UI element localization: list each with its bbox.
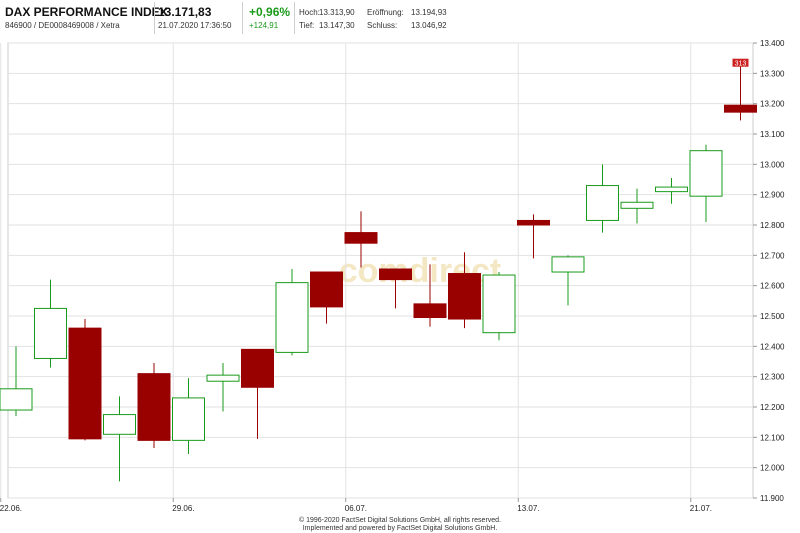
candle-body-up — [689, 150, 723, 197]
candle-body-down — [517, 219, 550, 226]
x-tick-label: 22.06. — [0, 504, 22, 513]
quote-datetime: 21.07.2020 17:36:50 — [158, 21, 232, 30]
candle-body-down — [241, 348, 274, 388]
close-value: 13.046,92 — [411, 21, 447, 30]
y-axis-ticks: 11.900 12.000 12.100 12.200 12.300 12.400 12.5… — [753, 39, 785, 503]
header-divider — [242, 2, 243, 34]
close-label: Schluss: — [367, 21, 398, 30]
y-tick-label: 12.200 — [760, 403, 785, 412]
x-axis-ticks: 22.06. 29.06. 06.07. 13.07. 21.07. — [0, 498, 712, 513]
last-value-marker — [732, 58, 749, 67]
powered-by-line: Implemented and powered by FactSet Digit… — [302, 525, 498, 532]
y-tick-label: 13.300 — [760, 69, 785, 78]
grid-lines — [0, 42, 754, 499]
candle-body-up — [551, 256, 585, 273]
high-label: Hoch: — [299, 8, 320, 17]
y-tick-label: 12.400 — [760, 342, 785, 351]
candle-body-down — [344, 232, 378, 244]
candle-body-up — [620, 201, 654, 209]
low-label: Tief: — [299, 21, 315, 30]
open-value: 13.194,93 — [411, 8, 447, 17]
y-tick-label: 12.900 — [760, 191, 785, 200]
instrument-info: DAX PERFORMANCE INDEX 846900 / DE0008469… — [0, 0, 168, 36]
open-label: Eröffnung: — [367, 8, 404, 17]
copyright-line: © 1996-2020 FactSet Digital Solutions Gm… — [298, 517, 502, 524]
y-tick-label: 13.200 — [760, 100, 785, 109]
y-tick-label: 13.100 — [760, 130, 785, 139]
last-price-cell: 13.171,83 21.07.2020 17:36:50 — [155, 0, 239, 36]
candle-body-up — [655, 186, 688, 193]
candle-body-down — [68, 327, 102, 440]
range-cell: Hoch: 13.313,90 Eröffnung: 13.194,93 Tie… — [295, 0, 455, 36]
y-tick-label: 12.800 — [760, 221, 785, 230]
candle-body-down — [310, 271, 343, 308]
candle-body-up — [34, 307, 67, 359]
candle-body-up — [103, 414, 136, 435]
y-tick-label: 12.100 — [760, 433, 785, 442]
candle-body-down — [379, 268, 412, 281]
candle-body-up — [586, 185, 619, 221]
last-price: 13.171,83 — [158, 5, 212, 19]
change-percent: +0,96% — [249, 5, 291, 19]
candle-body-down — [413, 303, 447, 319]
x-tick-label: 21.07. — [690, 504, 712, 513]
x-tick-label: 29.06. — [172, 504, 194, 513]
candle-body-up — [482, 274, 516, 334]
y-tick-label: 12.500 — [760, 312, 785, 321]
low-value: 13.147,30 — [319, 21, 355, 30]
x-tick-label: 13.07. — [517, 504, 539, 513]
y-tick-label: 12.300 — [760, 373, 785, 382]
candle-body-up — [172, 397, 205, 441]
candle-body-down — [137, 373, 171, 441]
last-value-marker-label: 313 — [735, 61, 747, 68]
y-tick-label: 11.900 — [760, 494, 784, 503]
y-tick-label: 12.700 — [760, 251, 785, 260]
x-tick-label: 06.07. — [345, 504, 367, 513]
y-tick-label: 12.600 — [760, 282, 785, 291]
y-tick-label: 13.000 — [760, 160, 785, 169]
header-divider — [294, 2, 295, 34]
candle-body-down — [724, 104, 757, 113]
candles: 313 — [0, 58, 757, 482]
candle-body-down — [448, 273, 481, 320]
candle-body-up — [275, 282, 309, 353]
change-cell: +0,96% +124,91 — [243, 0, 293, 36]
candle-body-up — [0, 388, 33, 411]
instrument-name: DAX PERFORMANCE INDEX — [5, 5, 168, 19]
candle-body-up — [206, 374, 240, 382]
change-absolute: +124,91 — [249, 21, 279, 30]
y-tick-label: 13.400 — [760, 39, 785, 48]
header-divider — [154, 2, 155, 34]
y-tick-label: 12.000 — [760, 464, 785, 473]
quote-header: DAX PERFORMANCE INDEX 846900 / DE0008469… — [0, 0, 800, 36]
instrument-ids: 846900 / DE0008469008 / Xetra — [5, 21, 120, 30]
high-value: 13.313,90 — [319, 8, 355, 17]
